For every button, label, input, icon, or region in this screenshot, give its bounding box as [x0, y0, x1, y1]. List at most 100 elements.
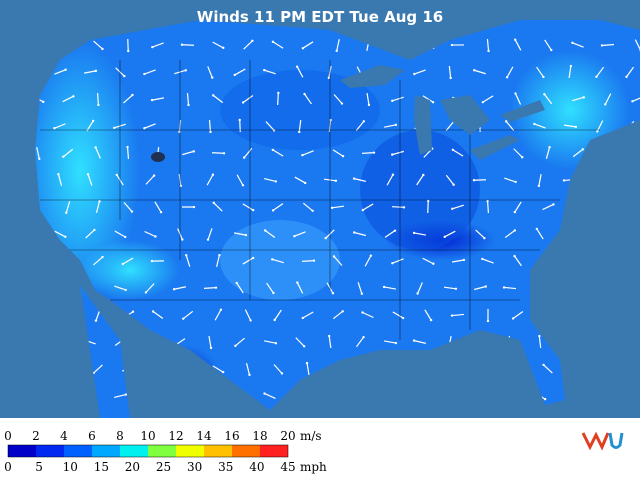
wind-arrow-head	[537, 184, 541, 188]
wind-arrow	[416, 174, 424, 186]
wind-arrow-head	[412, 339, 416, 342]
wind-arrow	[625, 66, 635, 78]
wind-arrow-head	[159, 210, 163, 214]
wind-arrow	[383, 340, 397, 344]
wind-arrow-head	[271, 148, 275, 152]
wind-arrow	[54, 123, 66, 129]
wind-arrow-head	[327, 76, 331, 80]
wind-arrow-head	[550, 48, 553, 52]
wind-arrow-head	[487, 49, 490, 53]
wind-arrow	[452, 204, 464, 210]
wind-arrow-head	[538, 334, 541, 338]
wind-arrow	[361, 152, 375, 154]
wind-arrow	[392, 150, 404, 156]
wind-arrow-head	[233, 73, 236, 77]
wind-arrow-head	[361, 311, 364, 314]
wind-arrow	[93, 256, 103, 266]
wind-arrow	[182, 150, 194, 156]
wind-arrow	[452, 149, 464, 157]
wind-arrow-head	[535, 227, 539, 231]
wind-arrow-head	[330, 206, 334, 210]
wind-arrow	[123, 202, 133, 212]
wind-arrow-head	[452, 183, 455, 186]
wind-arrow	[62, 148, 74, 158]
wind-arrow-head	[249, 319, 252, 322]
scale-label: 25	[156, 460, 171, 474]
wind-arrow-head	[574, 125, 578, 129]
scale-label: 45	[280, 460, 295, 474]
wind-arrow	[243, 40, 253, 50]
wind-arrow	[264, 178, 276, 182]
wind-arrow	[122, 257, 134, 265]
wind-arrow	[391, 206, 405, 208]
wind-arrow	[383, 124, 397, 128]
wind-arrow	[266, 282, 274, 294]
wind-arrow-head	[123, 74, 126, 78]
logo	[581, 431, 624, 451]
wind-arrow-head	[57, 173, 60, 176]
wind-arrow-head	[302, 345, 306, 348]
wind-arrow	[448, 65, 452, 79]
wind-arrow	[144, 230, 156, 238]
wind-arrow-head	[251, 39, 254, 43]
wind-arrow	[93, 40, 103, 50]
scale-label: 30	[187, 460, 202, 474]
wind-arrow	[364, 255, 372, 267]
scale-label: 16	[224, 429, 239, 443]
wind-arrow-head	[372, 151, 376, 154]
wind-arrow	[214, 309, 222, 321]
wind-arrow	[208, 335, 212, 349]
wind-arrow	[514, 201, 522, 213]
wind-arrow	[336, 39, 340, 51]
wind-arrow	[392, 258, 404, 264]
wind-arrow-head	[150, 259, 154, 263]
wind-arrow-head	[548, 146, 551, 149]
wind-arrow	[145, 283, 155, 293]
wind-arrow-head	[124, 235, 127, 239]
wind-arrow	[296, 66, 304, 78]
wind-arrow	[54, 69, 66, 75]
wind-arrow	[543, 93, 553, 105]
wind-arrow-head	[595, 75, 598, 79]
wind-arrow-head	[391, 261, 394, 265]
wind-arrow	[213, 202, 223, 212]
wind-arrow-head	[94, 69, 98, 73]
wind-arrow-head	[521, 156, 524, 159]
wind-arrow-head	[604, 103, 607, 106]
wind-arrow-head	[251, 256, 255, 260]
wind-arrow	[277, 92, 279, 106]
wind-arrow-head	[429, 318, 433, 322]
wind-arrow	[486, 38, 490, 52]
wind-arrow	[383, 286, 397, 290]
wind-arrow	[331, 205, 345, 209]
wind-arrow-head	[94, 319, 98, 322]
wind-arrow-head	[352, 177, 356, 180]
wind-arrow-head	[331, 292, 335, 295]
wind-arrow	[273, 364, 283, 374]
wind-arrow	[302, 41, 314, 49]
wind-arrow-head	[72, 95, 75, 98]
wind-arrow-head	[113, 126, 116, 130]
wind-arrow	[444, 230, 456, 238]
land	[35, 20, 640, 418]
wind-arrow-head	[271, 258, 274, 261]
wind-arrow-head	[209, 130, 212, 134]
wind-arrow-head	[305, 361, 309, 365]
great-lakes	[151, 65, 545, 162]
wind-arrow	[445, 121, 455, 131]
wind-arrow-head	[533, 122, 536, 126]
wind-arrow-head	[504, 120, 508, 123]
wind-arrow	[216, 255, 220, 267]
wind-arrow-head	[511, 317, 515, 320]
wind-arrow	[355, 120, 365, 132]
wind-arrow	[486, 200, 490, 214]
wind-arrow	[414, 69, 426, 75]
wind-arrow-head	[178, 130, 181, 134]
wind-arrow-head	[513, 229, 517, 232]
scale-label: 6	[88, 429, 96, 443]
scale-label: 10	[140, 429, 155, 443]
wind-arrow-head	[431, 101, 435, 104]
wind-arrow	[212, 94, 224, 104]
wind-arrow	[264, 69, 276, 75]
